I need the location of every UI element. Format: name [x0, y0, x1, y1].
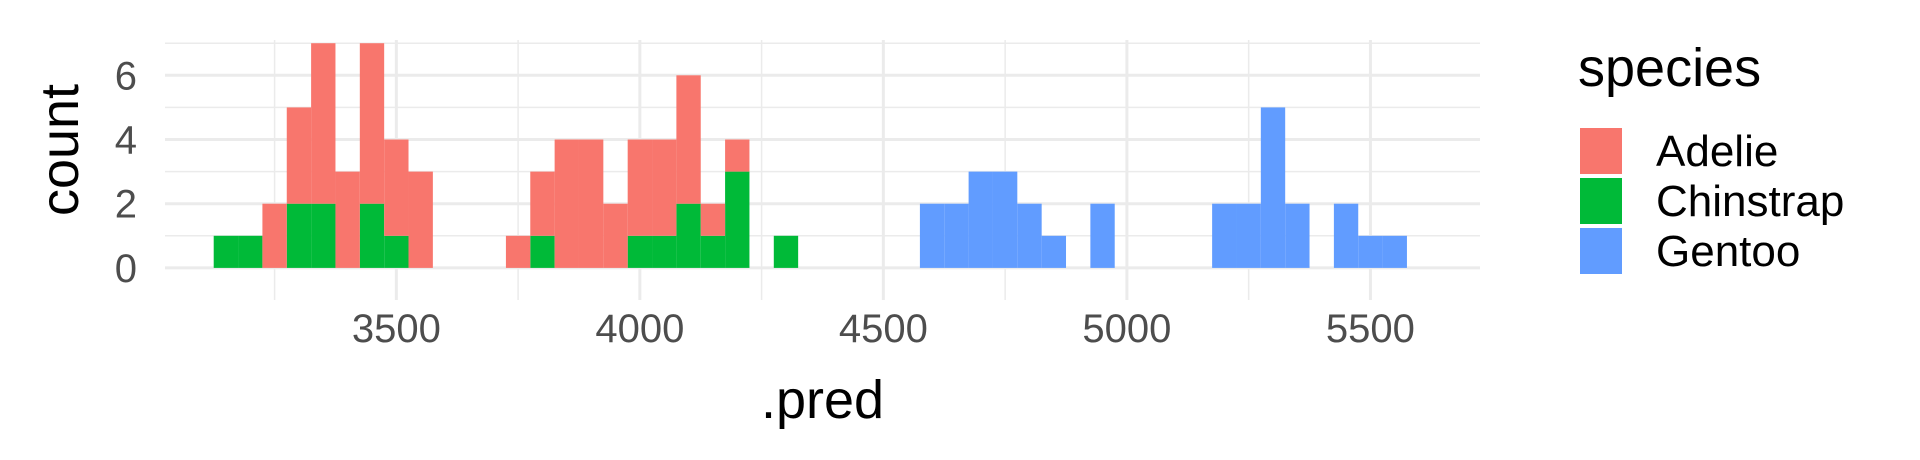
bar-adelie-3375 [335, 171, 360, 268]
bar-gentoo-4825 [1041, 235, 1067, 268]
bar-adelie-4025 [652, 139, 677, 236]
bar-gentoo-5525 [1382, 235, 1407, 268]
bar-gentoo-5175 [1212, 203, 1237, 268]
bar-chinstrap-3275 [286, 203, 312, 268]
bar-adelie-3875 [578, 139, 604, 268]
histogram-bars [213, 43, 1407, 268]
bar-chinstrap-4075 [676, 203, 701, 268]
bar-chinstrap-3975 [627, 235, 653, 268]
y-tick-label-0: 0 [115, 247, 137, 291]
legend-label-adelie: Adelie [1656, 127, 1778, 176]
bar-gentoo-4675 [968, 171, 993, 268]
legend-key-chinstrap [1580, 178, 1622, 224]
x-axis-ticks: 3500 4000 4500 5000 5500 [352, 307, 1415, 351]
bar-chinstrap-3475 [384, 235, 409, 268]
bar-gentoo-5325 [1285, 203, 1310, 268]
bar-adelie-3925 [603, 203, 628, 268]
bar-gentoo-5275 [1260, 107, 1286, 268]
bar-chinstrap-3425 [359, 203, 385, 268]
bar-gentoo-4775 [1017, 203, 1042, 268]
bar-adelie-3225 [262, 203, 287, 268]
x-tick-label-4500: 4500 [839, 307, 928, 351]
bar-adelie-4175 [725, 139, 750, 172]
bar-gentoo-4925 [1090, 203, 1115, 268]
bar-adelie-3975 [627, 139, 653, 236]
bar-chinstrap-4025 [652, 235, 677, 268]
bar-chinstrap-3175 [238, 235, 263, 268]
bar-gentoo-4725 [992, 171, 1018, 268]
y-tick-label-2: 2 [115, 183, 137, 227]
x-tick-label-3500: 3500 [352, 307, 441, 351]
x-axis-title: .pred [761, 370, 884, 430]
legend-title: species [1578, 38, 1761, 98]
bar-adelie-4125 [700, 203, 726, 236]
bar-gentoo-4575 [919, 203, 945, 268]
y-tick-label-4: 4 [115, 119, 137, 163]
bar-chinstrap-4125 [700, 235, 726, 268]
bar-chinstrap-4275 [773, 235, 799, 268]
legend-label-gentoo: Gentoo [1656, 227, 1800, 276]
bar-adelie-3825 [554, 139, 579, 268]
bar-gentoo-5225 [1236, 203, 1261, 268]
bar-adelie-3725 [505, 235, 531, 268]
legend-key-gentoo [1580, 228, 1622, 274]
y-axis-title: count [30, 84, 90, 216]
legend-label-chinstrap: Chinstrap [1656, 177, 1844, 226]
x-tick-label-4000: 4000 [595, 307, 684, 351]
y-tick-label-6: 6 [115, 54, 137, 98]
x-tick-label-5500: 5500 [1326, 307, 1415, 351]
bar-gentoo-5475 [1358, 235, 1383, 268]
bar-chinstrap-3125 [213, 235, 239, 268]
bar-adelie-3275 [286, 107, 312, 204]
bar-adelie-3475 [384, 139, 409, 236]
bar-gentoo-4625 [944, 203, 969, 268]
bar-chinstrap-4175 [725, 171, 750, 268]
bar-adelie-3525 [408, 171, 433, 268]
bar-chinstrap-3325 [311, 203, 336, 268]
legend-key-adelie [1580, 128, 1622, 174]
y-axis-ticks: 0 2 4 6 [115, 54, 137, 291]
bar-adelie-4075 [676, 75, 701, 204]
bar-chinstrap-3775 [530, 235, 555, 268]
bar-adelie-3325 [311, 43, 336, 204]
bar-gentoo-5425 [1333, 203, 1359, 268]
bar-adelie-3775 [530, 171, 555, 236]
bar-adelie-3425 [359, 43, 385, 204]
x-tick-label-5000: 5000 [1082, 307, 1171, 351]
